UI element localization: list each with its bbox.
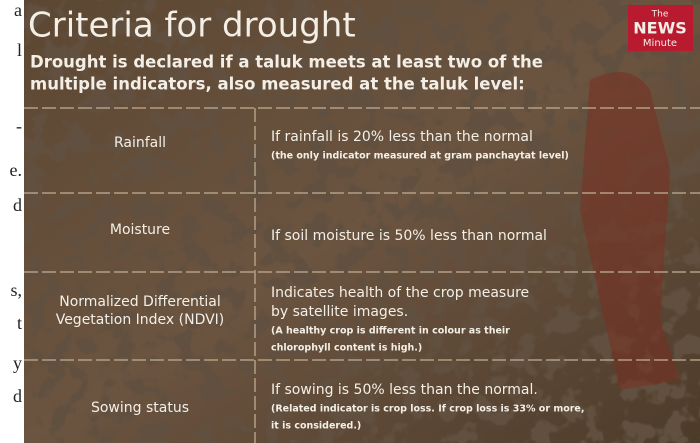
figure	[580, 72, 680, 390]
grid	[24, 107, 700, 443]
row-note: (A healthy crop is different in colour a…	[271, 326, 510, 337]
row-description: by satellite images.	[271, 304, 408, 320]
subtitle: multiple indicators, also measured at th…	[30, 75, 525, 94]
margin-fragment: t	[17, 313, 22, 333]
row-label: Moisture	[110, 222, 170, 238]
row-label: Normalized Differential	[59, 294, 221, 310]
row-note: (Related indicator is crop loss. If crop…	[271, 404, 585, 415]
row-label: Vegetation Index (NDVI)	[56, 312, 225, 328]
row-description: If soil moisture is 50% less than normal	[271, 228, 547, 244]
margin-fragment: y	[13, 353, 22, 373]
margin-fragment: l	[17, 40, 22, 60]
logo-box	[628, 5, 693, 51]
title: Criteria for drought	[28, 6, 356, 46]
row-note: chlorophyll content is high.)	[271, 343, 422, 354]
logo-top: The	[651, 10, 669, 20]
margin-fragment: a	[14, 0, 22, 20]
margin-fragment: e.	[10, 160, 23, 180]
row-description: Indicates health of the crop measure	[271, 285, 529, 301]
logo-bottom: Minute	[643, 38, 677, 49]
row-label: Sowing status	[91, 400, 189, 416]
margin-fragment: d	[13, 195, 22, 215]
row-note: (the only indicator measured at gram pan…	[271, 151, 569, 162]
row-label: Rainfall	[114, 135, 166, 151]
logo-middle: NEWS	[633, 19, 687, 38]
subtitle: Drought is declared if a taluk meets at …	[30, 53, 543, 72]
margin-fragment: s,	[10, 280, 22, 300]
margin-fragment: d	[13, 386, 22, 406]
row-note: it is considered.)	[271, 421, 361, 432]
margin-fragment: -	[16, 116, 22, 136]
row-description: If rainfall is 20% less than the normal	[271, 129, 533, 145]
row-description: If sowing is 50% less than the normal.	[271, 382, 538, 398]
